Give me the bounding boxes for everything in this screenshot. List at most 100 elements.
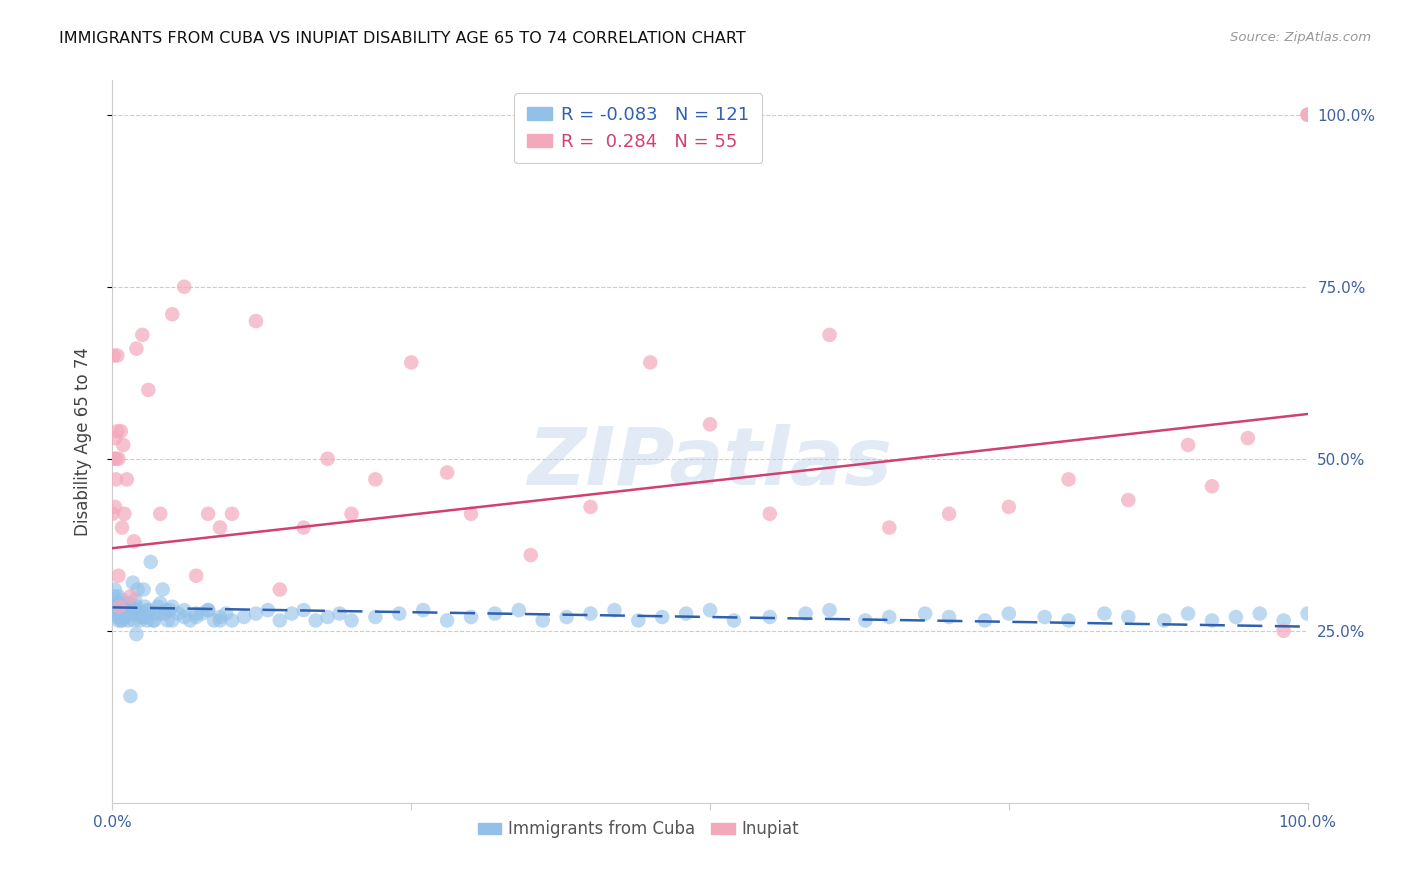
Text: Source: ZipAtlas.com: Source: ZipAtlas.com — [1230, 31, 1371, 45]
Point — [134, 599, 156, 614]
Point — [1249, 607, 1271, 621]
Point — [156, 614, 179, 628]
Point — [292, 520, 315, 534]
Point — [412, 603, 434, 617]
Point — [209, 614, 232, 628]
Point — [103, 590, 125, 604]
Point — [436, 466, 458, 480]
Point — [675, 607, 697, 621]
Point — [122, 614, 145, 628]
Point — [125, 627, 148, 641]
Point — [855, 614, 877, 628]
Point — [1296, 108, 1319, 122]
Point — [197, 507, 219, 521]
Point — [998, 500, 1021, 514]
Point — [1177, 607, 1199, 621]
Point — [149, 596, 172, 610]
Point — [998, 607, 1021, 621]
Point — [115, 603, 138, 617]
Point — [120, 590, 142, 604]
Point — [108, 599, 131, 614]
Point — [120, 689, 142, 703]
Point — [112, 438, 135, 452]
Point — [128, 603, 150, 617]
Point — [1201, 614, 1223, 628]
Point — [401, 355, 423, 369]
Point — [103, 599, 125, 613]
Point — [699, 417, 721, 432]
Point — [138, 383, 160, 397]
Point — [107, 614, 129, 628]
Point — [221, 507, 243, 521]
Point — [938, 507, 960, 521]
Point — [111, 614, 134, 628]
Point — [129, 614, 152, 628]
Point — [173, 610, 195, 624]
Point — [139, 555, 162, 569]
Point — [142, 614, 165, 628]
Point — [103, 451, 125, 466]
Point — [114, 599, 135, 614]
Point — [186, 610, 208, 624]
Point — [138, 603, 160, 617]
Point — [197, 603, 219, 617]
Point — [1272, 624, 1295, 638]
Point — [202, 614, 225, 628]
Point — [173, 603, 195, 617]
Point — [124, 592, 146, 607]
Point — [1153, 614, 1175, 628]
Point — [484, 607, 506, 621]
Point — [1118, 610, 1140, 624]
Point — [938, 610, 960, 624]
Point — [107, 451, 129, 466]
Point — [179, 614, 201, 628]
Point — [162, 614, 183, 628]
Point — [281, 607, 304, 621]
Point — [104, 582, 127, 597]
Point — [269, 614, 291, 628]
Point — [105, 451, 128, 466]
Point — [110, 607, 132, 621]
Point — [112, 607, 135, 621]
Point — [520, 548, 543, 562]
Point — [305, 614, 328, 628]
Point — [197, 603, 219, 617]
Point — [131, 607, 153, 621]
Point — [107, 590, 129, 604]
Point — [115, 472, 138, 486]
Point — [111, 592, 134, 607]
Point — [115, 607, 138, 621]
Point — [340, 614, 363, 628]
Point — [245, 607, 267, 621]
Legend: Immigrants from Cuba, Inupiat: Immigrants from Cuba, Inupiat — [471, 814, 806, 845]
Point — [105, 424, 128, 438]
Point — [699, 603, 721, 617]
Point — [122, 603, 145, 617]
Point — [651, 610, 673, 624]
Point — [818, 603, 841, 617]
Point — [114, 599, 135, 614]
Point — [117, 614, 139, 628]
Point — [107, 568, 129, 582]
Point — [108, 603, 131, 617]
Point — [209, 520, 232, 534]
Point — [221, 614, 243, 628]
Point — [114, 507, 135, 521]
Point — [149, 607, 172, 621]
Point — [186, 568, 208, 582]
Point — [879, 610, 901, 624]
Point — [120, 599, 142, 614]
Point — [257, 603, 280, 617]
Point — [132, 582, 155, 597]
Point — [215, 607, 238, 621]
Point — [759, 507, 782, 521]
Point — [364, 610, 387, 624]
Point — [104, 431, 127, 445]
Point — [112, 596, 135, 610]
Point — [974, 614, 997, 628]
Point — [131, 610, 153, 624]
Point — [388, 607, 411, 621]
Point — [145, 607, 167, 621]
Point — [329, 607, 352, 621]
Point — [108, 603, 131, 617]
